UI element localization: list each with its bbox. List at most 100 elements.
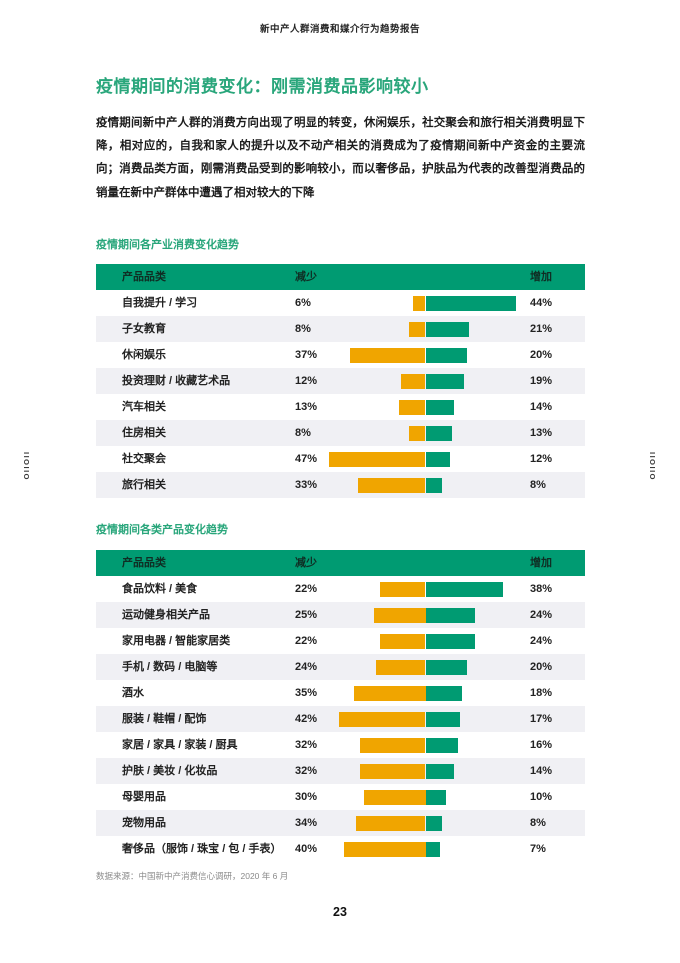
category-label: 子女教育 xyxy=(122,323,166,335)
category-label: 服装 / 鞋帽 / 配饰 xyxy=(122,713,207,725)
increase-bar xyxy=(425,451,451,467)
decrease-bar xyxy=(357,477,426,493)
decrease-value: 37% xyxy=(295,349,318,361)
table-row: 母婴用品 30% 10% xyxy=(96,784,585,810)
table-row: 服装 / 鞋帽 / 配饰 42% 17% xyxy=(96,706,585,732)
left-page-marker: IIOIIO xyxy=(22,452,31,482)
category-label: 手机 / 数码 / 电脑等 xyxy=(122,661,218,673)
category-label: 母婴用品 xyxy=(122,791,166,803)
decrease-value: 32% xyxy=(295,739,318,751)
column-header-category: 产品品类 xyxy=(122,557,166,569)
increase-value: 38% xyxy=(530,583,553,595)
category-label: 休闲娱乐 xyxy=(122,349,166,361)
section-title-industry: 疫情期间各产业消费变化趋势 xyxy=(96,239,239,251)
increase-value: 10% xyxy=(530,791,553,803)
decrease-bar xyxy=(380,633,426,649)
table-row: 宠物用品 34% 8% xyxy=(96,810,585,836)
increase-value: 8% xyxy=(530,479,546,491)
table-row: 投资理财 / 收藏艺术品 12% 19% xyxy=(96,368,585,394)
decrease-bar xyxy=(380,581,426,597)
increase-value: 21% xyxy=(530,323,553,335)
column-header-decrease: 减少 xyxy=(295,271,317,283)
decrease-bar xyxy=(413,295,426,311)
decrease-value: 8% xyxy=(295,323,311,335)
category-label: 自我提升 / 学习 xyxy=(122,297,198,309)
increase-value: 20% xyxy=(530,661,553,673)
decrease-value: 6% xyxy=(295,297,311,309)
decrease-bar xyxy=(364,789,426,805)
category-label: 投资理财 / 收藏艺术品 xyxy=(122,375,231,387)
decrease-bar xyxy=(400,373,426,389)
category-label: 食品饮料 / 美食 xyxy=(122,583,198,595)
increase-bar xyxy=(425,373,465,389)
column-header-category: 产品品类 xyxy=(122,271,166,283)
increase-value: 13% xyxy=(530,427,553,439)
decrease-bar xyxy=(376,659,426,675)
decrease-bar xyxy=(343,841,426,857)
decrease-value: 40% xyxy=(295,843,318,855)
increase-bar xyxy=(425,841,440,857)
increase-bar xyxy=(425,607,475,623)
increase-value: 24% xyxy=(530,635,553,647)
increase-value: 24% xyxy=(530,609,553,621)
data-source-note: 数据来源：中国新中产消费信心调研，2020 年 6 月 xyxy=(96,871,289,881)
column-header-decrease: 减少 xyxy=(295,557,317,569)
increase-bar xyxy=(425,815,442,831)
table-2-rows: 食品饮料 / 美食 22% 38% 运动健身相关产品 25% 24% 家用电器 / 智能家居… xyxy=(96,576,585,862)
increase-value: 8% xyxy=(530,817,546,829)
decrease-bar xyxy=(398,399,426,415)
category-label: 奢侈品（服饰 / 珠宝 / 包 / 手表） xyxy=(122,843,282,855)
category-label: 运动健身相关产品 xyxy=(122,609,210,621)
category-label: 家用电器 / 智能家居类 xyxy=(122,635,231,647)
decrease-value: 34% xyxy=(295,817,318,829)
decrease-value: 22% xyxy=(295,583,318,595)
table-header: 产品品类 减少 增加 xyxy=(96,264,585,290)
table-row: 子女教育 8% 21% xyxy=(96,316,585,342)
increase-value: 16% xyxy=(530,739,553,751)
increase-bar xyxy=(425,633,475,649)
increase-bar xyxy=(425,295,516,311)
decrease-bar xyxy=(329,451,426,467)
increase-value: 7% xyxy=(530,843,546,855)
decrease-bar xyxy=(409,321,426,337)
decrease-bar xyxy=(359,737,426,753)
increase-bar xyxy=(425,659,467,675)
decrease-bar xyxy=(359,763,426,779)
decrease-value: 25% xyxy=(295,609,318,621)
increase-bar xyxy=(425,477,442,493)
decrease-value: 22% xyxy=(295,635,318,647)
decrease-bar xyxy=(355,815,426,831)
decrease-bar xyxy=(349,347,426,363)
increase-value: 14% xyxy=(530,765,553,777)
decrease-value: 8% xyxy=(295,427,311,439)
table-row: 休闲娱乐 37% 20% xyxy=(96,342,585,368)
table-row: 社交聚会 47% 12% xyxy=(96,446,585,472)
category-label: 家居 / 家具 / 家装 / 厨具 xyxy=(122,739,238,751)
category-label: 汽车相关 xyxy=(122,401,166,413)
increase-bar xyxy=(425,581,504,597)
document-header: 新中产人群消费和媒介行为趋势报告 xyxy=(259,24,420,35)
category-label: 酒水 xyxy=(122,687,144,699)
table-row: 自我提升 / 学习 6% 44% xyxy=(96,290,585,316)
decrease-value: 30% xyxy=(295,791,318,803)
increase-value: 12% xyxy=(530,453,553,465)
page-title: 疫情期间的消费变化：刚需消费品影响较小 xyxy=(96,77,429,96)
increase-bar xyxy=(425,789,446,805)
table-row: 住房相关 8% 13% xyxy=(96,420,585,446)
section-title-products: 疫情期间各类产品变化趋势 xyxy=(96,524,228,536)
decrease-value: 32% xyxy=(295,765,318,777)
increase-value: 44% xyxy=(530,297,553,309)
table-row: 护肤 / 美妆 / 化妆品 32% 14% xyxy=(96,758,585,784)
increase-bar xyxy=(425,321,469,337)
increase-bar xyxy=(425,685,463,701)
decrease-bar xyxy=(339,711,426,727)
intro-paragraph: 疫情期间新中产人群的消费方向出现了明显的转变，休闲娱乐，社交聚会和旅行相关消费明… xyxy=(96,117,585,199)
table-1-rows: 自我提升 / 学习 6% 44% 子女教育 8% 21% 休闲娱乐 37% 20% 投资理财 / … xyxy=(96,290,585,498)
category-label: 旅行相关 xyxy=(122,479,166,491)
category-label: 护肤 / 美妆 / 化妆品 xyxy=(122,765,218,777)
table-row: 手机 / 数码 / 电脑等 24% 20% xyxy=(96,654,585,680)
increase-value: 14% xyxy=(530,401,553,413)
table-row: 酒水 35% 18% xyxy=(96,680,585,706)
page-number: 23 xyxy=(333,905,347,919)
